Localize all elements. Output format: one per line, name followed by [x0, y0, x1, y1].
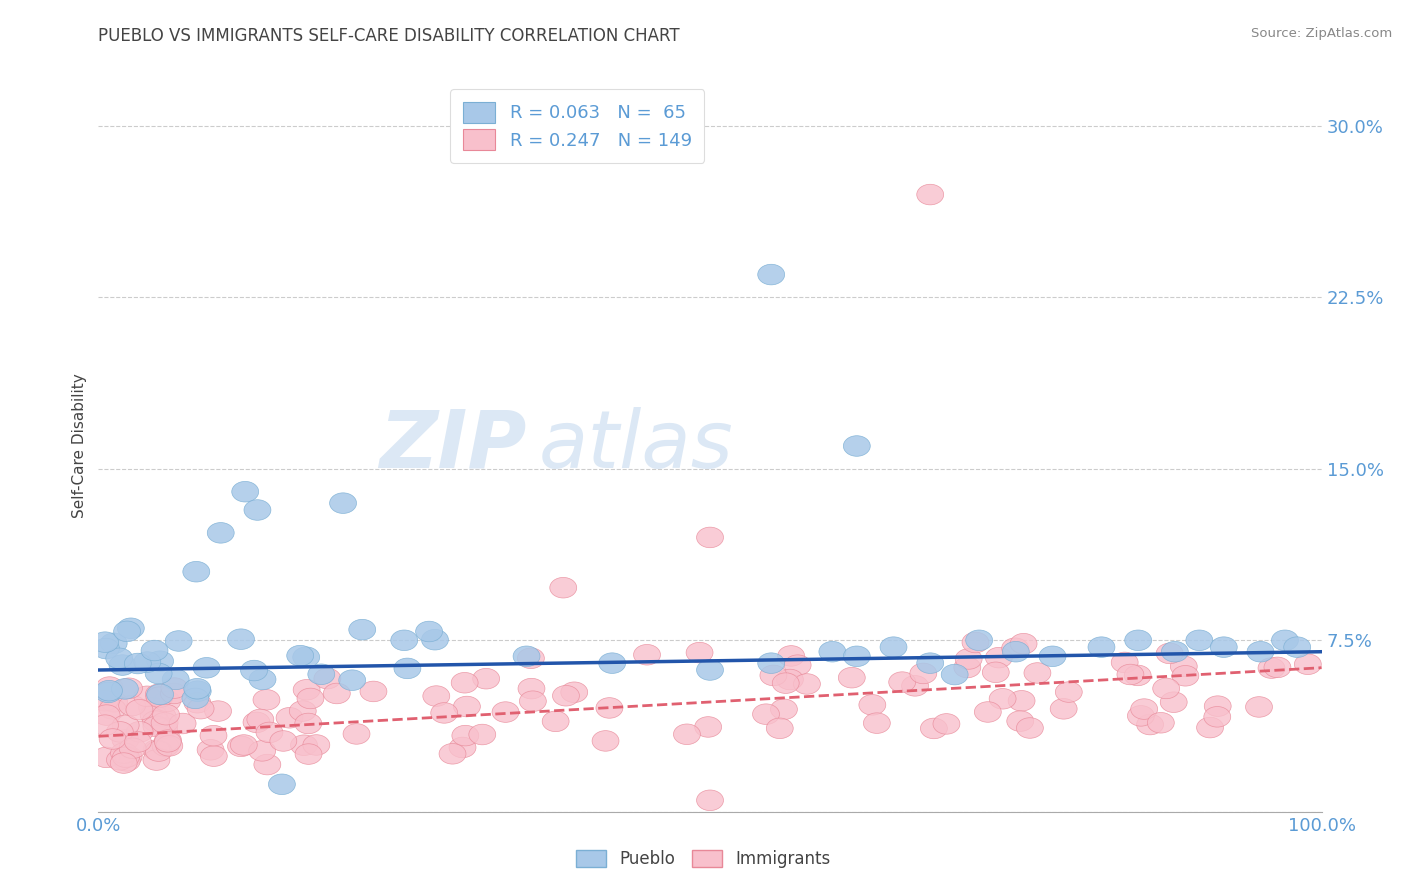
Text: Source: ZipAtlas.com: Source: ZipAtlas.com — [1251, 27, 1392, 40]
Text: ZIP: ZIP — [380, 407, 526, 485]
Text: atlas: atlas — [538, 407, 734, 485]
Text: PUEBLO VS IMMIGRANTS SELF-CARE DISABILITY CORRELATION CHART: PUEBLO VS IMMIGRANTS SELF-CARE DISABILIT… — [98, 27, 681, 45]
Legend: R = 0.063   N =  65, R = 0.247   N = 149: R = 0.063 N = 65, R = 0.247 N = 149 — [450, 89, 704, 162]
Y-axis label: Self-Care Disability: Self-Care Disability — [72, 374, 87, 518]
Legend: Pueblo, Immigrants: Pueblo, Immigrants — [569, 843, 837, 875]
